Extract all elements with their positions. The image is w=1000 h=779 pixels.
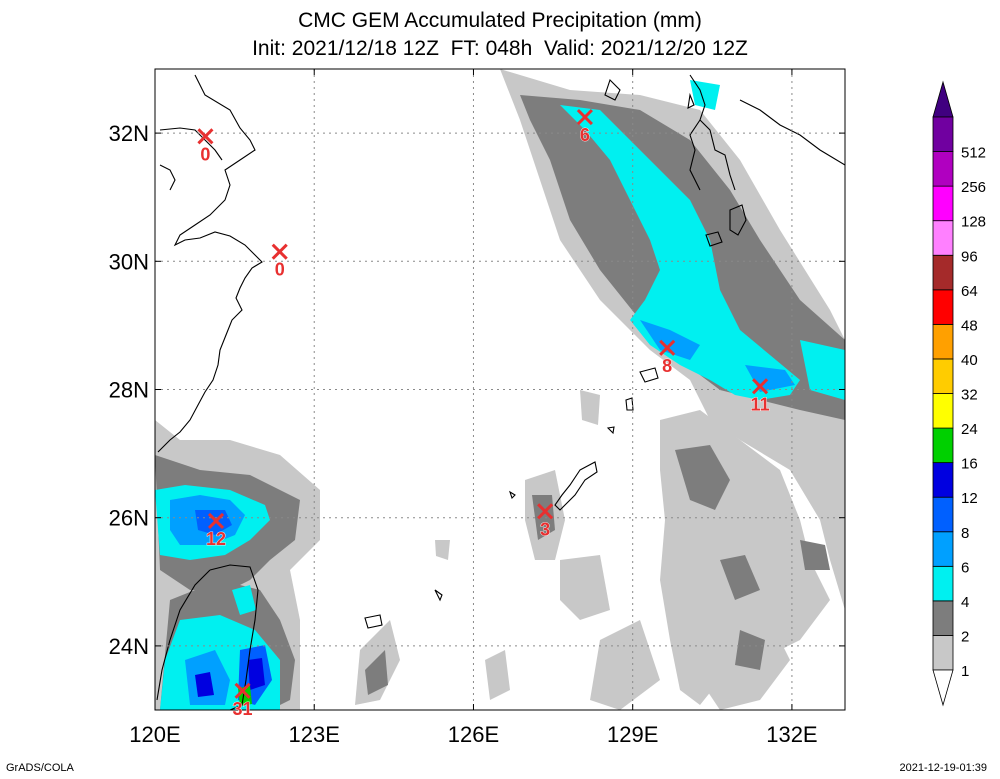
colorbar-swatch [932,531,954,567]
colorbar-swatch [932,600,954,636]
colorbar-swatch [932,116,954,152]
footer-timestamp: 2021-12-19-01:39 [899,762,987,774]
colorbar-swatch [932,289,954,325]
colorbar-label: 6 [961,559,969,576]
precip-marker: 3 [537,503,554,540]
precip-marker: 0 [271,243,288,280]
marker-value: 8 [662,356,672,376]
colorbar-swatch [932,635,954,671]
precip-marker: 8 [659,339,676,376]
colorbar-swatch [932,151,954,187]
precip-marker: 31 [232,682,253,719]
colorbar-label: 256 [961,179,986,196]
colorbar-label: 1 [961,663,969,680]
colorbar-label: 64 [961,283,978,300]
marker-x-icon [207,512,225,529]
precip-marker: 11 [750,378,770,415]
colorbar-swatch [932,358,954,394]
marker-value: 12 [206,529,226,549]
lon-tick-label: 123E [289,722,340,747]
colorbar-label: 16 [961,456,978,473]
map-subtitle: Init: 2021/12/18 12Z FT: 048h Valid: 202… [252,37,748,60]
colorbar-swatch [932,496,954,533]
colorbar-swatch [932,393,954,429]
map-title: CMC GEM Accumulated Precipitation (mm) [298,9,702,32]
colorbar-label: 96 [961,248,978,265]
precip-marker: 6 [576,109,593,145]
colorbar-label: 4 [961,594,969,611]
colorbar-swatch [932,254,954,291]
map-plot-area [155,69,845,710]
colorbar-swatch [932,462,954,498]
station-markers: 0 0 6 8 11 12 3 31 [197,109,770,719]
coastlines [156,74,845,710]
lon-tick-label: 132E [766,722,817,747]
colorbar-label: 2 [961,628,969,645]
lon-tick-label: 129E [607,722,658,747]
marker-x-icon [659,339,676,356]
colorbar-label: 24 [961,421,978,438]
lon-tick-label: 126E [448,722,499,747]
colorbar-label: 48 [961,317,978,334]
marker-x-icon [576,109,593,126]
marker-value: 31 [233,699,253,719]
colorbar-label: 40 [961,352,978,369]
marker-x-icon [197,128,214,145]
colorbar-label: 512 [961,145,986,162]
map-axes: 120E 123E 126E 129E 132E 24N 26N 28N 30N 32N [109,69,845,747]
marker-value: 0 [200,144,210,164]
colorbar-label: 8 [961,525,969,542]
lat-tick-label: 24N [109,634,149,659]
marker-value: 6 [580,125,590,145]
lat-tick-label: 28N [109,378,149,403]
lat-tick-label: 26N [109,506,149,531]
precipitation-fill [155,69,845,710]
colorbar-bottom-arrow [932,669,954,707]
marker-value: 0 [275,260,285,280]
colorbar-top-arrow [932,80,954,118]
lat-tick-label: 30N [109,249,149,274]
marker-x-icon [271,243,288,260]
colorbar-swatch [932,427,954,464]
lon-tick-label: 120E [129,722,180,747]
marker-value: 3 [540,519,550,539]
colorbar-label: 128 [961,214,986,231]
marker-x-icon [234,682,251,699]
marker-x-icon [537,503,554,520]
colorbar-swatch [932,220,954,256]
colorbar-label: 12 [961,490,978,507]
precip-marker: 0 [197,128,214,165]
colorbar-swatch [932,323,954,360]
marker-value: 11 [751,394,770,414]
colorbar-swatch [932,185,954,222]
colorbar-label: 32 [961,387,978,404]
lat-tick-label: 32N [109,121,149,146]
map-gridlines [155,69,845,710]
colorbar-swatch [932,565,954,602]
precip-marker: 12 [206,512,226,549]
marker-x-icon [752,378,769,395]
footer-credit: GrADS/COLA [6,762,74,774]
